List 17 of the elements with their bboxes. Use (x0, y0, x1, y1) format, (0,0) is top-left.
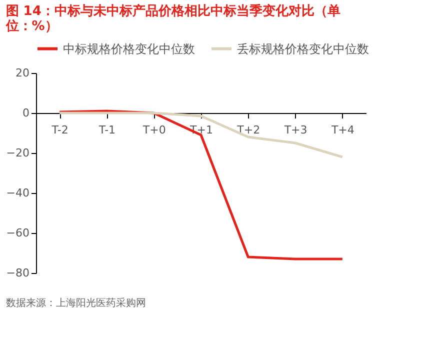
source-note: 数据来源：上海阳光医药采购网 (6, 297, 146, 309)
text: 图 14：中标与未中标产品价格相比中标当季变化对比（单 (6, 4, 340, 19)
x-tick-label: T+4 (330, 124, 354, 136)
y-tick-label: 0 (22, 106, 30, 120)
legend-label: 丢标规格价格变化中位数 (237, 42, 369, 56)
y-tick-label: −20 (6, 146, 30, 160)
y-tick-label: −60 (6, 226, 30, 240)
x-tick-label: T+2 (236, 124, 260, 136)
legend-label: 中标规格价格变化中位数 (63, 42, 195, 56)
y-tick-label: 20 (16, 66, 30, 80)
x-tick-label: T+3 (283, 124, 308, 136)
y-tick-label: −40 (6, 186, 30, 200)
x-tick-label: T-2 (50, 124, 68, 136)
x-tick-label: T+0 (142, 124, 166, 136)
x-tick-label: T-1 (98, 124, 116, 136)
text: 位：%） (6, 19, 58, 34)
y-tick-label: −80 (6, 266, 30, 280)
